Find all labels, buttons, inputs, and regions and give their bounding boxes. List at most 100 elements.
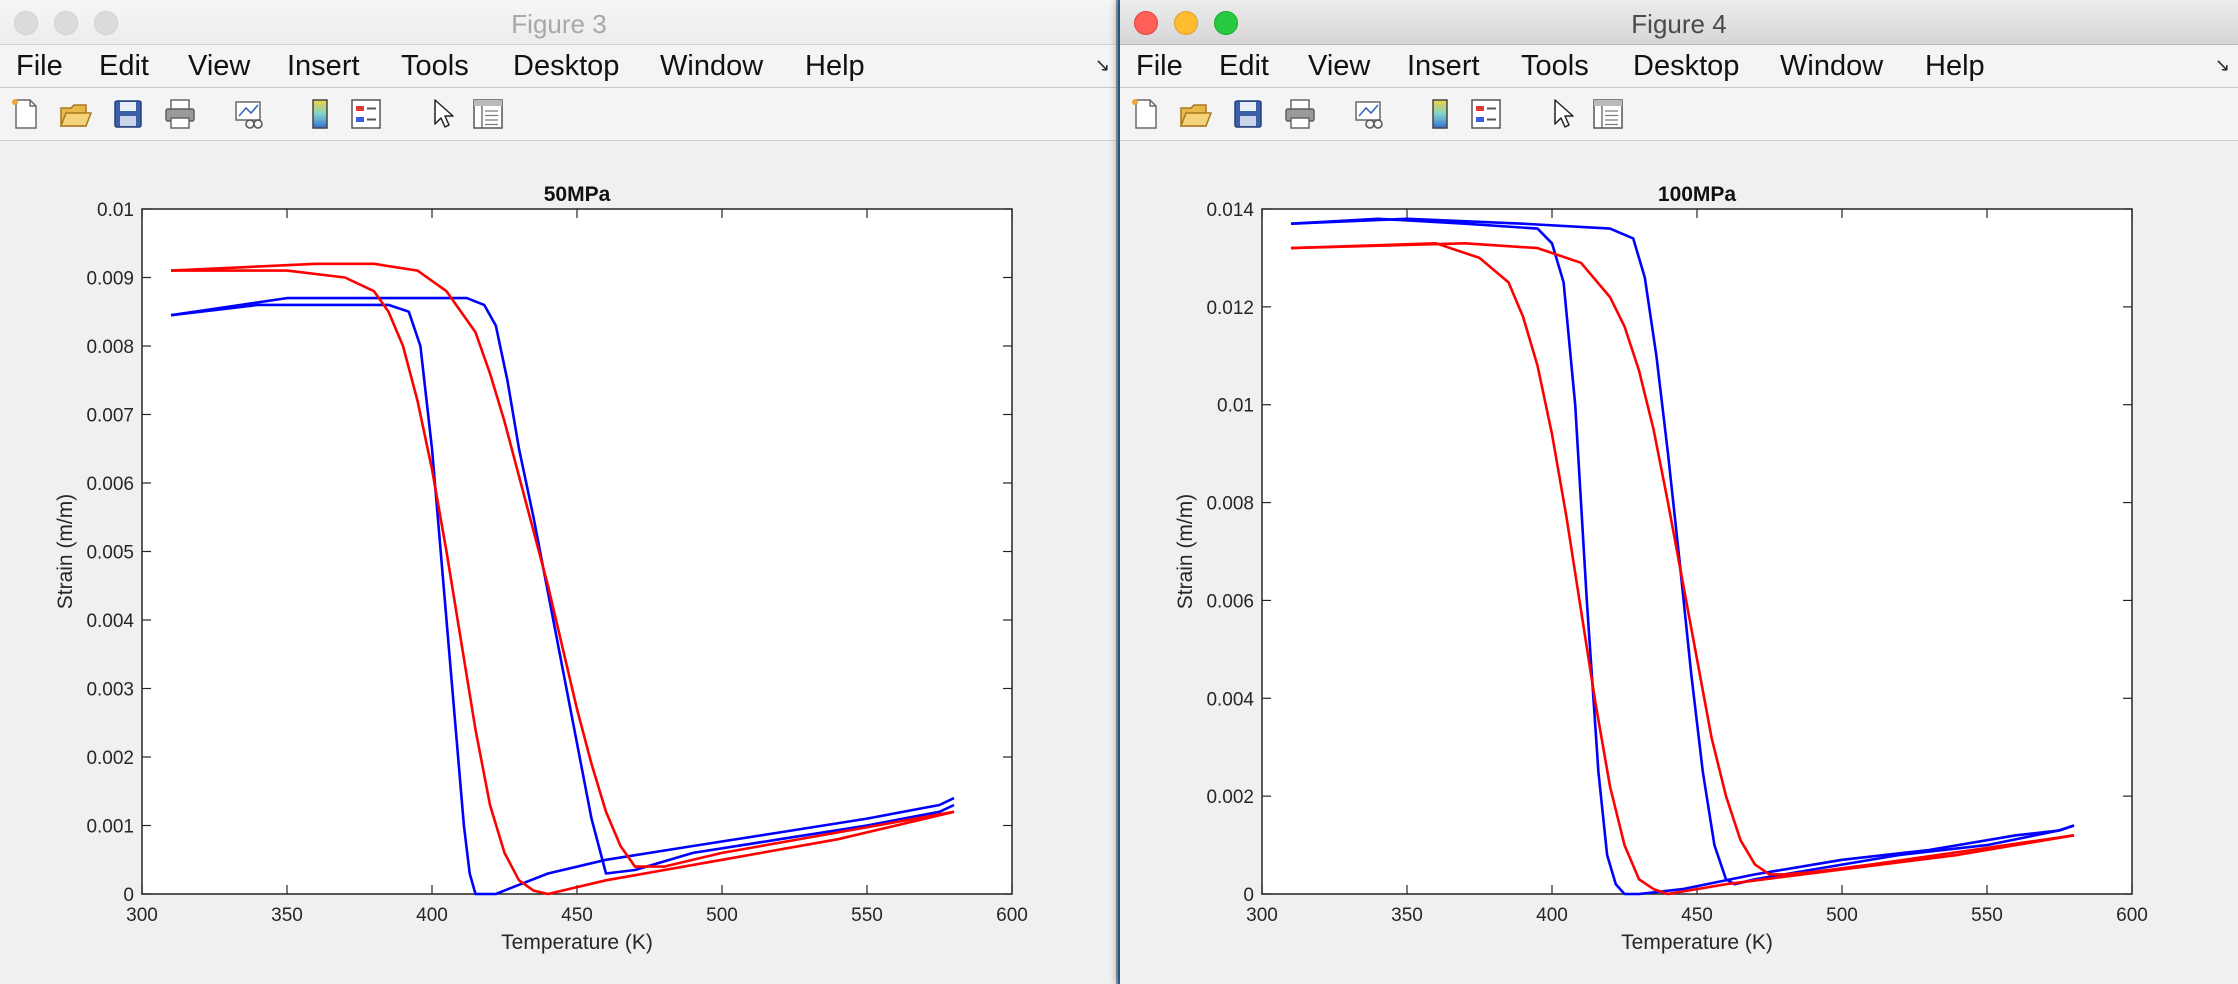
menu-desktop[interactable]: Desktop bbox=[1633, 50, 1740, 82]
y-tick-label: 0.005 bbox=[86, 543, 134, 564]
insert-legend-icon[interactable] bbox=[1468, 96, 1504, 132]
menu-bar: File Edit View Insert Tools Desktop Wind… bbox=[1120, 45, 2238, 88]
close-window-button[interactable] bbox=[14, 11, 38, 35]
series-line-4[interactable] bbox=[170, 262, 955, 868]
x-tick-label: 350 bbox=[271, 905, 303, 926]
property-inspector-icon[interactable] bbox=[1590, 96, 1626, 132]
x-tick-label: 350 bbox=[1391, 905, 1423, 926]
minimize-window-button[interactable] bbox=[1174, 11, 1198, 35]
x-tick-label: 300 bbox=[126, 905, 158, 926]
insert-colorbar-icon[interactable] bbox=[1422, 96, 1458, 132]
series-line-1[interactable] bbox=[1290, 217, 2075, 896]
series-line-1[interactable] bbox=[170, 303, 955, 896]
edit-plot-arrow-icon[interactable] bbox=[425, 96, 461, 132]
menu-help[interactable]: Help bbox=[1925, 50, 1985, 82]
dock-figure-arrow-icon[interactable]: ↘ bbox=[1094, 55, 1110, 75]
x-tick-label: 500 bbox=[1826, 905, 1858, 926]
dock-figure-arrow-icon[interactable]: ↘ bbox=[2214, 55, 2230, 75]
y-tick-label: 0.004 bbox=[86, 611, 134, 632]
y-tick-label: 0 bbox=[123, 885, 134, 906]
window-title: Figure 3 bbox=[511, 9, 607, 39]
title-bar[interactable]: Figure 3 bbox=[0, 0, 1118, 45]
menu-help[interactable]: Help bbox=[805, 50, 865, 82]
x-tick-label: 550 bbox=[851, 905, 883, 926]
x-tick-label: 300 bbox=[1246, 905, 1278, 926]
open-file-icon[interactable] bbox=[58, 96, 94, 132]
menu-insert[interactable]: Insert bbox=[287, 50, 360, 82]
series-line-3[interactable] bbox=[171, 269, 955, 896]
new-figure-icon[interactable] bbox=[1128, 96, 1164, 132]
y-tick-label: 0.002 bbox=[86, 748, 134, 769]
figure-3-window: Figure 3 File Edit View Insert Tools Des… bbox=[0, 0, 1118, 984]
axes-box[interactable] bbox=[1261, 208, 2133, 895]
series-line-4[interactable] bbox=[1290, 242, 2075, 876]
menu-bar: File Edit View Insert Tools Desktop Wind… bbox=[0, 45, 1118, 88]
menu-window[interactable]: Window bbox=[660, 50, 764, 82]
menu-tools[interactable]: Tools bbox=[401, 50, 469, 82]
x-tick-label: 600 bbox=[996, 905, 1028, 926]
minimize-window-button[interactable] bbox=[54, 11, 78, 35]
new-figure-icon[interactable] bbox=[8, 96, 44, 132]
open-file-icon[interactable] bbox=[1178, 96, 1214, 132]
menu-desktop[interactable]: Desktop bbox=[513, 50, 620, 82]
x-tick-label: 400 bbox=[416, 905, 448, 926]
y-tick-label: 0 bbox=[1243, 885, 1254, 906]
link-plot-icon[interactable] bbox=[232, 96, 268, 132]
y-tick-label: 0.014 bbox=[1206, 200, 1254, 221]
y-tick-label: 0.008 bbox=[1206, 494, 1254, 515]
menu-file[interactable]: File bbox=[16, 50, 63, 82]
x-axis-label: Temperature (K) bbox=[501, 931, 653, 954]
link-plot-icon[interactable] bbox=[1352, 96, 1388, 132]
axes-box[interactable] bbox=[141, 208, 1013, 895]
x-tick-label: 400 bbox=[1536, 905, 1568, 926]
chart-title: 100MPa bbox=[1658, 183, 1737, 206]
figure-canvas: 300 350 400 450 500 550 600 0 0.001 0.002 0.003 0.0… bbox=[0, 141, 1118, 984]
figure-4-window: Figure 4 File Edit View Insert Tools Des… bbox=[1120, 0, 2238, 984]
edit-plot-arrow-icon[interactable] bbox=[1545, 96, 1581, 132]
title-bar[interactable]: Figure 4 bbox=[1120, 0, 2238, 45]
insert-colorbar-icon[interactable] bbox=[302, 96, 338, 132]
zoom-window-button[interactable] bbox=[94, 11, 118, 35]
menu-file[interactable]: File bbox=[1136, 50, 1183, 82]
x-tick-label: 450 bbox=[1681, 905, 1713, 926]
y-tick-label: 0.008 bbox=[86, 337, 134, 358]
y-tick-label: 0.012 bbox=[1206, 298, 1254, 319]
menu-view[interactable]: View bbox=[1308, 50, 1371, 82]
menu-window[interactable]: Window bbox=[1780, 50, 1884, 82]
y-tick-label: 0.006 bbox=[1206, 591, 1254, 612]
y-tick-label: 0.001 bbox=[86, 817, 134, 838]
save-icon[interactable] bbox=[110, 96, 146, 132]
y-tick-label: 0.01 bbox=[97, 200, 134, 221]
series-line-3[interactable] bbox=[1290, 242, 2075, 896]
window-title: Figure 4 bbox=[1631, 9, 1727, 39]
menu-tools[interactable]: Tools bbox=[1521, 50, 1589, 82]
x-tick-label: 450 bbox=[561, 905, 593, 926]
property-inspector-icon[interactable] bbox=[470, 96, 506, 132]
window-divider bbox=[1116, 0, 1118, 984]
figure-toolbar bbox=[1120, 88, 2238, 141]
series-line-2[interactable] bbox=[1290, 217, 2075, 886]
y-tick-label: 0.007 bbox=[86, 406, 134, 427]
x-tick-label: 550 bbox=[1971, 905, 2003, 926]
menu-edit[interactable]: Edit bbox=[99, 50, 149, 82]
x-tick-label: 500 bbox=[706, 905, 738, 926]
series-line-2[interactable] bbox=[170, 296, 955, 875]
menu-insert[interactable]: Insert bbox=[1407, 50, 1480, 82]
menu-edit[interactable]: Edit bbox=[1219, 50, 1269, 82]
chart-100mpa: 300 350 400 450 500 550 600 0 0.002 0.004 0.006 0.0… bbox=[1174, 183, 2148, 954]
y-axis-label: Strain (m/m) bbox=[1174, 494, 1197, 610]
chart-title: 50MPa bbox=[544, 183, 611, 206]
y-tick-label: 0.003 bbox=[86, 680, 134, 701]
y-tick-label: 0.002 bbox=[1206, 787, 1254, 808]
menu-view[interactable]: View bbox=[188, 50, 251, 82]
y-axis-label: Strain (m/m) bbox=[54, 494, 77, 610]
insert-legend-icon[interactable] bbox=[348, 96, 384, 132]
y-tick-label: 0.006 bbox=[86, 474, 134, 495]
zoom-window-button[interactable] bbox=[1214, 11, 1238, 35]
close-window-button[interactable] bbox=[1134, 11, 1158, 35]
save-icon[interactable] bbox=[1230, 96, 1266, 132]
x-axis-label: Temperature (K) bbox=[1621, 931, 1773, 954]
print-icon[interactable] bbox=[1282, 96, 1318, 132]
y-tick-label: 0.009 bbox=[86, 269, 134, 290]
print-icon[interactable] bbox=[162, 96, 198, 132]
